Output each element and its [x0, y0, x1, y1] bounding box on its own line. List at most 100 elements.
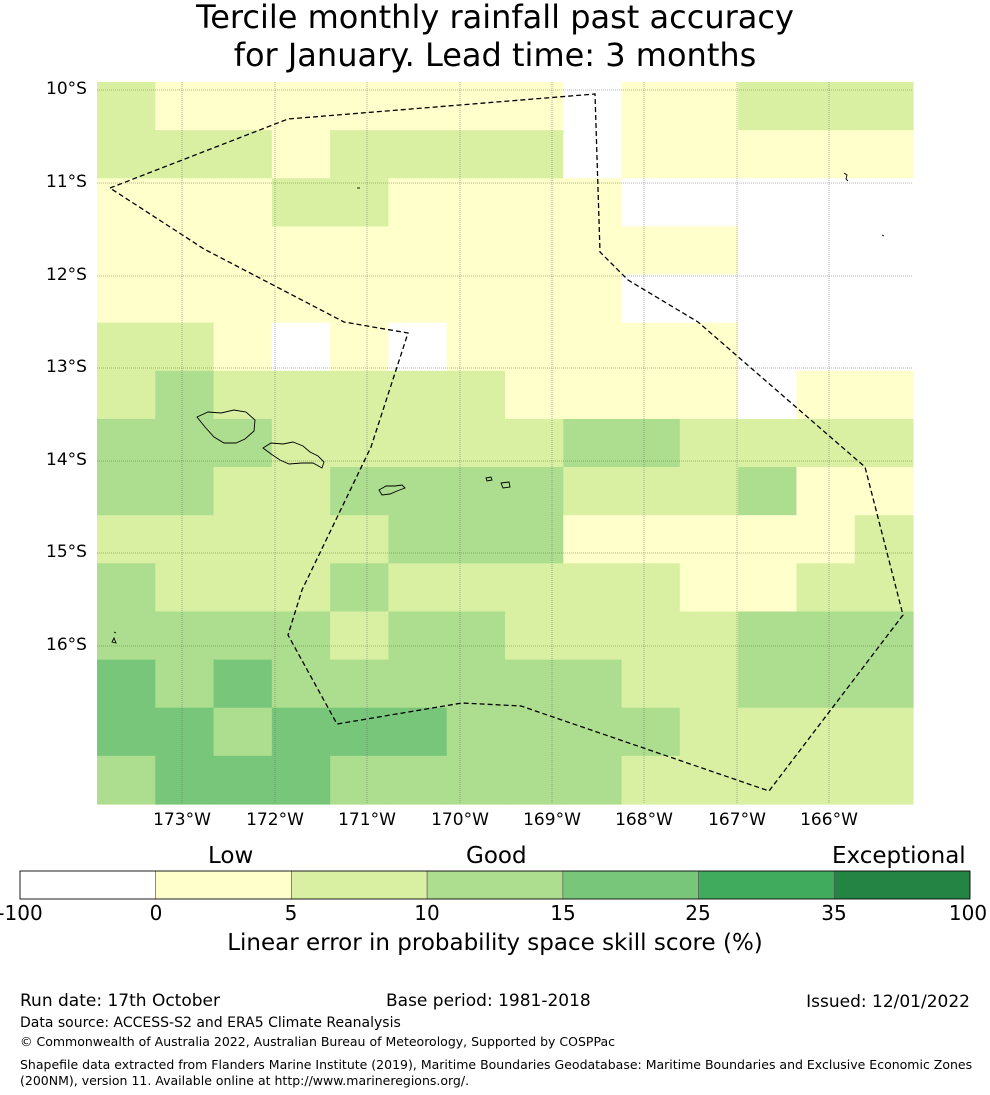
colorbar-segment: [698, 870, 835, 900]
grid-cell: [388, 563, 448, 613]
grid-cell: [388, 226, 448, 276]
graticule: [97, 82, 913, 804]
grid-cell: [563, 82, 623, 131]
grid-cell: [97, 659, 156, 709]
grid-cell: [854, 755, 914, 805]
colorbar-tick: -100: [0, 901, 43, 925]
grid-cell: [796, 274, 856, 324]
grid-cell: [563, 226, 623, 276]
grid-cell: [271, 515, 331, 564]
upolu-island: [196, 409, 256, 444]
tokelau-atoll: [843, 172, 849, 182]
grid-cell: [679, 226, 739, 276]
grid-cell: [155, 707, 215, 757]
grid-cell: [446, 707, 506, 757]
grid-cell: [155, 322, 215, 372]
grid-cell: [854, 178, 914, 227]
colorbar-segment: [562, 870, 699, 900]
grid-cell: [563, 707, 623, 757]
grid-cell: [505, 563, 564, 613]
wallis-islet: [111, 636, 117, 644]
grid-cell: [213, 130, 273, 179]
grid-cell: [271, 178, 331, 227]
grid-cell: [388, 515, 448, 564]
colorbar-segment: [19, 870, 157, 900]
grid-cell: [446, 515, 506, 564]
grid-cell: [563, 659, 623, 709]
lat-label-13s: 13°S: [46, 357, 87, 377]
grid-cell: [854, 226, 914, 276]
grid-cell: [271, 467, 331, 516]
grid-cell: [388, 178, 448, 227]
wallis-islet-2: [113, 631, 117, 634]
grid-cell: [679, 611, 739, 661]
lat-label-16s: 16°S: [46, 635, 87, 655]
grid-cell: [563, 515, 623, 564]
grid-cell: [97, 322, 156, 372]
grid-cell: [446, 563, 506, 613]
grid-cell: [621, 130, 681, 179]
grid-cell: [155, 755, 215, 805]
grid-cell: [271, 130, 331, 179]
grid-cell: [213, 611, 273, 661]
grid-cell: [679, 563, 739, 613]
lon-label-172w: 172°W: [246, 810, 304, 830]
grid-cell: [796, 467, 856, 516]
grid-cell: [155, 274, 215, 324]
grid-cell: [388, 467, 448, 516]
grid-cell: [271, 611, 331, 661]
grid-cell: [796, 611, 856, 661]
colorbar-tick: 100: [948, 901, 988, 925]
grid-cell: [330, 515, 390, 564]
grid-cell: [505, 274, 564, 324]
maritime-boundary: [108, 93, 904, 792]
shapefile-credit-1: Shapefile data extracted from Flanders M…: [20, 1057, 973, 1072]
grid-cell: [446, 370, 506, 420]
grid-cell: [563, 467, 623, 516]
grid-cell: [796, 707, 856, 757]
grid-cell: [271, 755, 331, 805]
lon-label-166w: 166°W: [800, 810, 858, 830]
grid-cell: [97, 82, 156, 131]
grid-cell: [213, 226, 273, 276]
skill-grid: [97, 82, 914, 805]
grid-cell: [505, 418, 564, 468]
grid-cell: [446, 322, 506, 372]
grid-cell: [388, 322, 448, 372]
grid-cell: [271, 659, 331, 709]
grid-cell: [738, 322, 798, 372]
grid-cell: [563, 611, 623, 661]
grid-cell: [213, 178, 273, 227]
grid-cell: [738, 707, 798, 757]
lon-label-167w: 167°W: [708, 810, 766, 830]
grid-cell: [446, 130, 506, 179]
grid-cell: [796, 418, 856, 468]
grid-cell: [679, 707, 739, 757]
grid-cell: [330, 274, 390, 324]
colorbar-tick: 0: [149, 901, 163, 925]
grid-cell: [563, 370, 623, 420]
lat-label-11s: 11°S: [46, 172, 87, 192]
grid-cell: [563, 130, 623, 179]
grid-cell: [213, 515, 273, 564]
grid-cell: [155, 226, 215, 276]
grid-cell: [738, 82, 798, 131]
grid-cell: [738, 755, 798, 805]
lat-label-15s: 15°S: [46, 542, 87, 562]
grid-cell: [854, 322, 914, 372]
grid-cell: [213, 418, 273, 468]
grid-cell: [505, 755, 564, 805]
colorbar-segment: [426, 870, 564, 900]
grid-cell: [738, 563, 798, 613]
grid-cell: [796, 226, 856, 276]
small-islet: [881, 234, 885, 237]
colorbar-tick: 5: [284, 901, 298, 925]
grid-cell: [854, 707, 914, 757]
grid-cell: [505, 130, 564, 179]
grid-cell: [854, 563, 914, 613]
grid-cell: [155, 515, 215, 564]
grid-cell: [796, 370, 856, 420]
grid-cell: [738, 659, 798, 709]
copyright: © Commonwealth of Australia 2022, Austra…: [20, 1034, 615, 1049]
colorbar-segment: [833, 870, 971, 900]
